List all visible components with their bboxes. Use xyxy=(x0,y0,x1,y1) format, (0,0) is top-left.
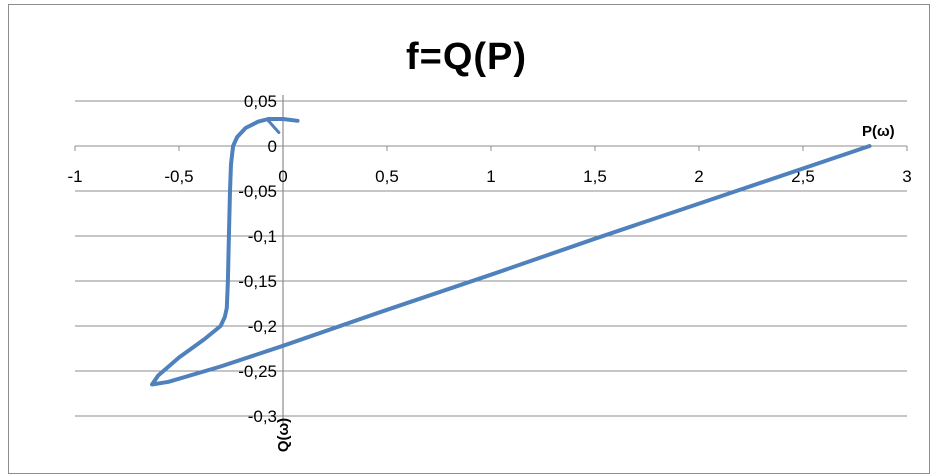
x-tick-label-8: 3 xyxy=(902,167,911,186)
x-tick-label-0: -1 xyxy=(67,167,82,186)
y-axis-title: Q(ω) xyxy=(275,418,292,452)
y-tick-label-3: -0,1 xyxy=(248,227,277,246)
chart-title: f=Q(P) xyxy=(405,36,528,78)
y-tick-label-1: 0 xyxy=(268,137,277,156)
y-tick-label-4: -0,15 xyxy=(238,272,277,291)
x-tick-label-6: 2 xyxy=(694,167,703,186)
chart-frame xyxy=(8,4,930,474)
x-tick-label-4: 1 xyxy=(486,167,495,186)
x-tick-label-3: 0,5 xyxy=(375,167,399,186)
series-hook-mark xyxy=(266,119,281,134)
x-tick-label-1: -0,5 xyxy=(164,167,193,186)
y-tick-label-7: -0,3 xyxy=(248,407,277,426)
y-tick-label-5: -0,2 xyxy=(248,317,277,336)
series-line-0 xyxy=(150,117,872,387)
y-tick-label-0: 0,05 xyxy=(244,92,277,111)
y-tick-label-6: -0,25 xyxy=(238,362,277,381)
x-tick-label-5: 1,5 xyxy=(583,167,607,186)
x-tick-label-2: 0 xyxy=(278,167,287,186)
y-tick-label-2: -0,05 xyxy=(238,182,277,201)
x-axis-title: P(ω) xyxy=(862,123,895,140)
